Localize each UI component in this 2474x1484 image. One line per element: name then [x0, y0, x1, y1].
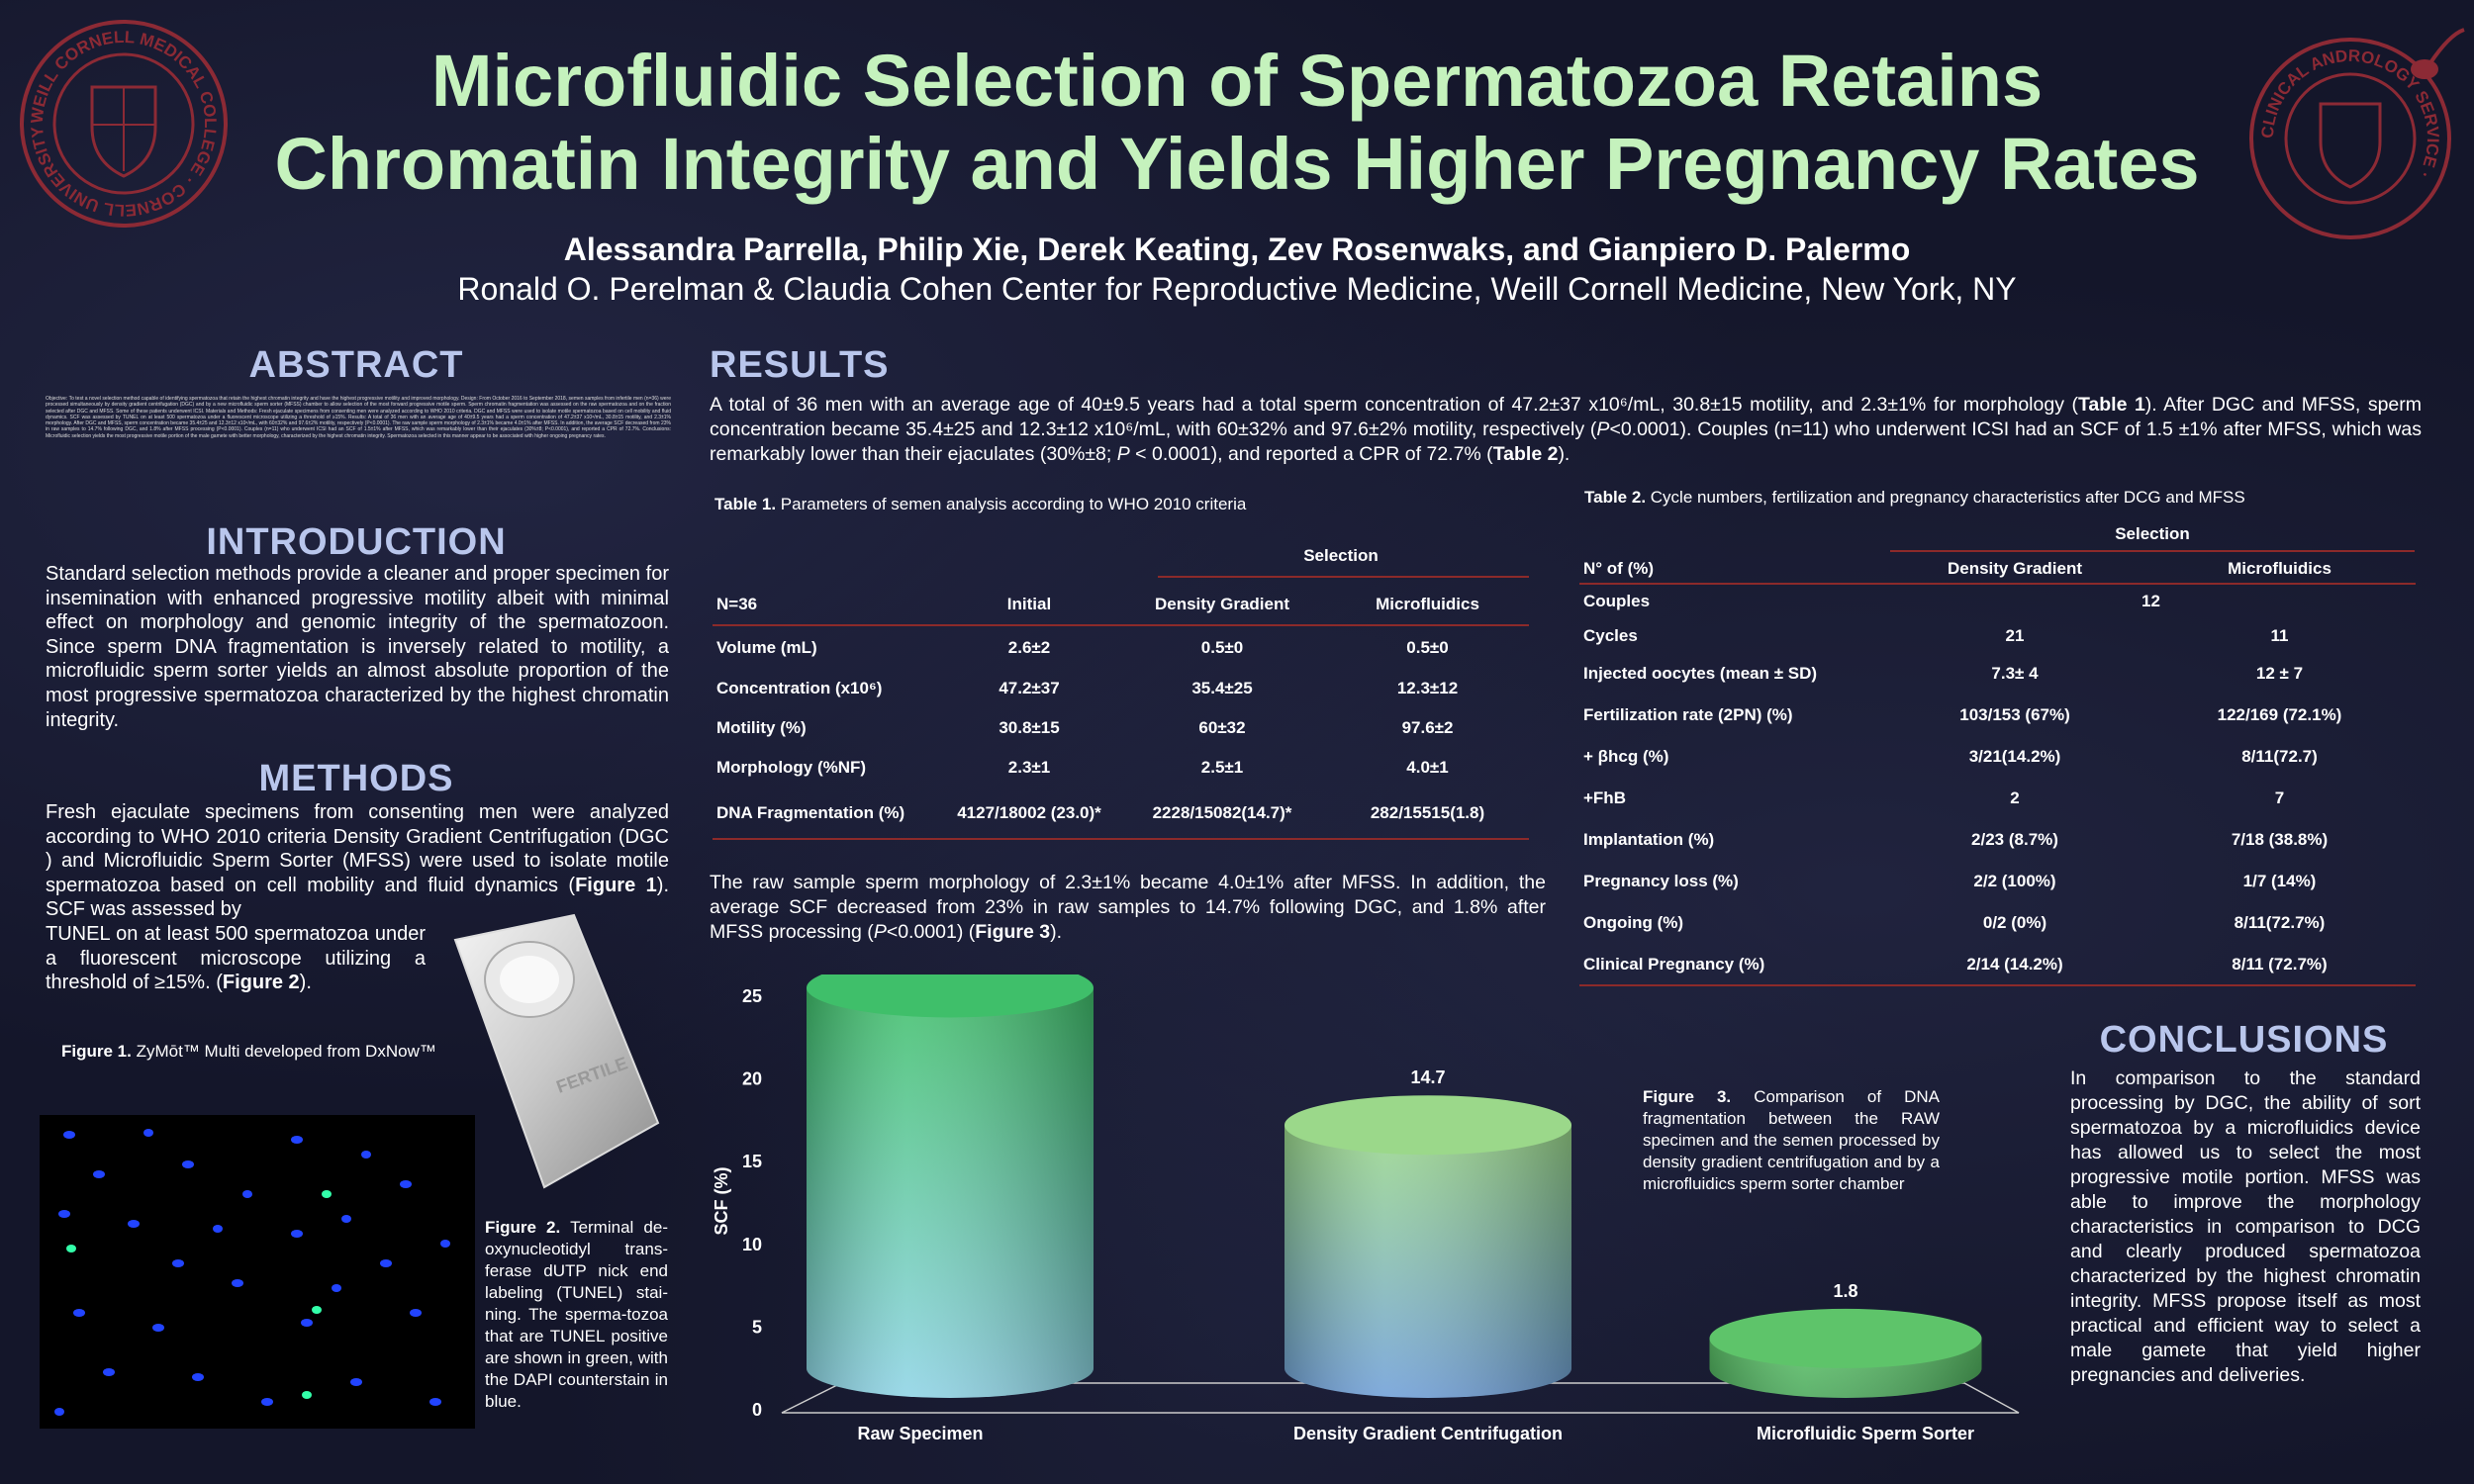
figure3-caption: Figure 3. Comparison of DNA fragmentatio…: [1643, 1087, 1940, 1193]
bar: [1709, 1308, 1982, 1398]
y-axis-label: SCF (%): [712, 1167, 731, 1236]
table-row: +FhB 2 7: [1583, 788, 2285, 807]
andrology-service-seal: CLINICAL ANDROLOGY SERVICE ·: [2249, 28, 2465, 239]
results-paragraph-1: A total of 36 men with an average age of…: [710, 394, 2423, 465]
chart-floor: [781, 1382, 2020, 1414]
affiliation: Ronald O. Perelman & Claudia Cohen Cente…: [457, 271, 2017, 307]
abstract-text: Objective: To test a novel selection met…: [46, 396, 671, 439]
table-row: Fertilization rate (2PN) (%) 103/153 (67%…: [1583, 705, 2342, 724]
results-paragraph-2: The raw sample sperm morphology of 2.3±1…: [710, 872, 1546, 943]
bar: [1285, 1095, 1571, 1398]
introduction-text: Standard selection methods provide a cle…: [46, 563, 669, 731]
table-row: Morphology (%NF) 2.3±1 2.5±1 4.0±1: [716, 758, 1449, 777]
bar-top: [1709, 1308, 1982, 1368]
table-row: Pregnancy loss (%) 2/2 (100%) 1/7 (14%): [1583, 872, 2317, 890]
table-row: DNA Fragmentation (%) 4127/18002 (23.0)* 2…: [713, 788, 1529, 839]
methods-text-top: Fresh ejaculate specimens from consentin…: [46, 801, 669, 921]
table-row: Concentration (x10⁶) 47.2±37 35.4±25 12.3±1…: [716, 679, 1459, 697]
figure1-caption: Figure 1. ZyMōt™ Multi developed from Dx…: [61, 1042, 436, 1061]
table1-caption: Table 1. Parameters of semen analysis ac…: [714, 495, 1247, 513]
poster-title: Microfluidic Selection of Spermatozoa Re…: [198, 40, 2276, 206]
figure2-ref: Figure 2: [222, 972, 300, 994]
methods-text-narrow: TUNEL on at least 500 spermatozoa under …: [46, 923, 426, 994]
results-heading: RESULTS: [710, 344, 890, 386]
table2-selection-header: Selection: [2115, 524, 2190, 543]
y-tick-label: 10: [742, 1235, 762, 1254]
methods-heading: METHODS: [258, 758, 454, 799]
table1-header-row: N=36 Initial Density Gradient Microfluid…: [713, 584, 1529, 625]
table-row: Injected oocytes (mean ± SD) 7.3± 4 12 ± 7: [1583, 664, 2304, 683]
y-tick-label: 5: [752, 1317, 762, 1337]
table2-caption: Table 2. Cycle numbers, fertilization an…: [1584, 488, 2245, 507]
title-line-1: Microfluidic Selection of Spermatozoa Re…: [430, 40, 2044, 122]
table-row: Ongoing (%) 0/2 (0%) 8/11(72.7%): [1583, 913, 2326, 932]
table2: N° of (%) Density Gradient Microfluidics…: [1579, 554, 2416, 986]
table-row: Clinical Pregnancy (%) 2/14 (14.2%) 8/11 (…: [1579, 944, 2416, 985]
conclusions-text: In comparison to the standard processing…: [2070, 1067, 2421, 1386]
bar: [807, 974, 1094, 1398]
table-row: Couples 12: [1583, 592, 2160, 610]
authors: Alessandra Parrella, Philip Xie, Derek K…: [563, 232, 1911, 267]
table-row: Cycles 21 11: [1583, 625, 2289, 645]
weill-cornell-seal: WEILL CORNELL MEDICAL COLLEGE · CORNELL …: [18, 18, 228, 228]
conclusions-heading: CONCLUSIONS: [2099, 1019, 2389, 1061]
tunel-microscopy-image: [40, 1115, 475, 1429]
bar-top: [807, 974, 1094, 1018]
y-tick-label: 20: [742, 1069, 762, 1089]
table1-selection-header: Selection: [1303, 546, 1379, 565]
x-category-label: Density Gradient Centrifugation: [1293, 1424, 1563, 1443]
table1: N=36 Initial Density Gradient Microfluid…: [713, 584, 1529, 840]
y-tick-label: 25: [742, 986, 762, 1006]
bar-top: [1285, 1095, 1571, 1156]
y-tick-label: 0: [752, 1400, 762, 1420]
zymot-device-image: FERTILE: [435, 910, 668, 1192]
table-row: Motility (%) 30.8±15 60±32 97.6±2: [716, 718, 1454, 737]
x-category-label: Microfluidic Sperm Sorter: [1757, 1424, 1974, 1443]
bar-value-label: 14.7: [1410, 1067, 1445, 1087]
abstract-heading: ABSTRACT: [248, 344, 464, 386]
figure2-caption: Figure 2. Terminal de-oxynucleotidyl tra…: [485, 1218, 668, 1411]
table-row: Implantation (%) 2/23 (8.7%) 7/18 (38.8%): [1583, 830, 2329, 849]
bar-value-label: 1.8: [1833, 1281, 1857, 1301]
table2-header-row: N° of (%) Density Gradient Microfluidics: [1579, 554, 2416, 584]
figure1-ref: Figure 1: [575, 874, 657, 896]
introduction-heading: INTRODUCTION: [206, 521, 507, 563]
table-row: + βhcg (%) 3/21(14.2%) 8/11(72.7): [1583, 747, 2318, 766]
y-tick-label: 15: [742, 1152, 762, 1171]
x-category-label: Raw Specimen: [857, 1424, 983, 1443]
table-row: Volume (mL) 2.6±2 0.5±0 0.5±0: [716, 637, 1449, 657]
title-line-2: Chromatin Integrity and Yields Higher Pr…: [274, 123, 2200, 205]
